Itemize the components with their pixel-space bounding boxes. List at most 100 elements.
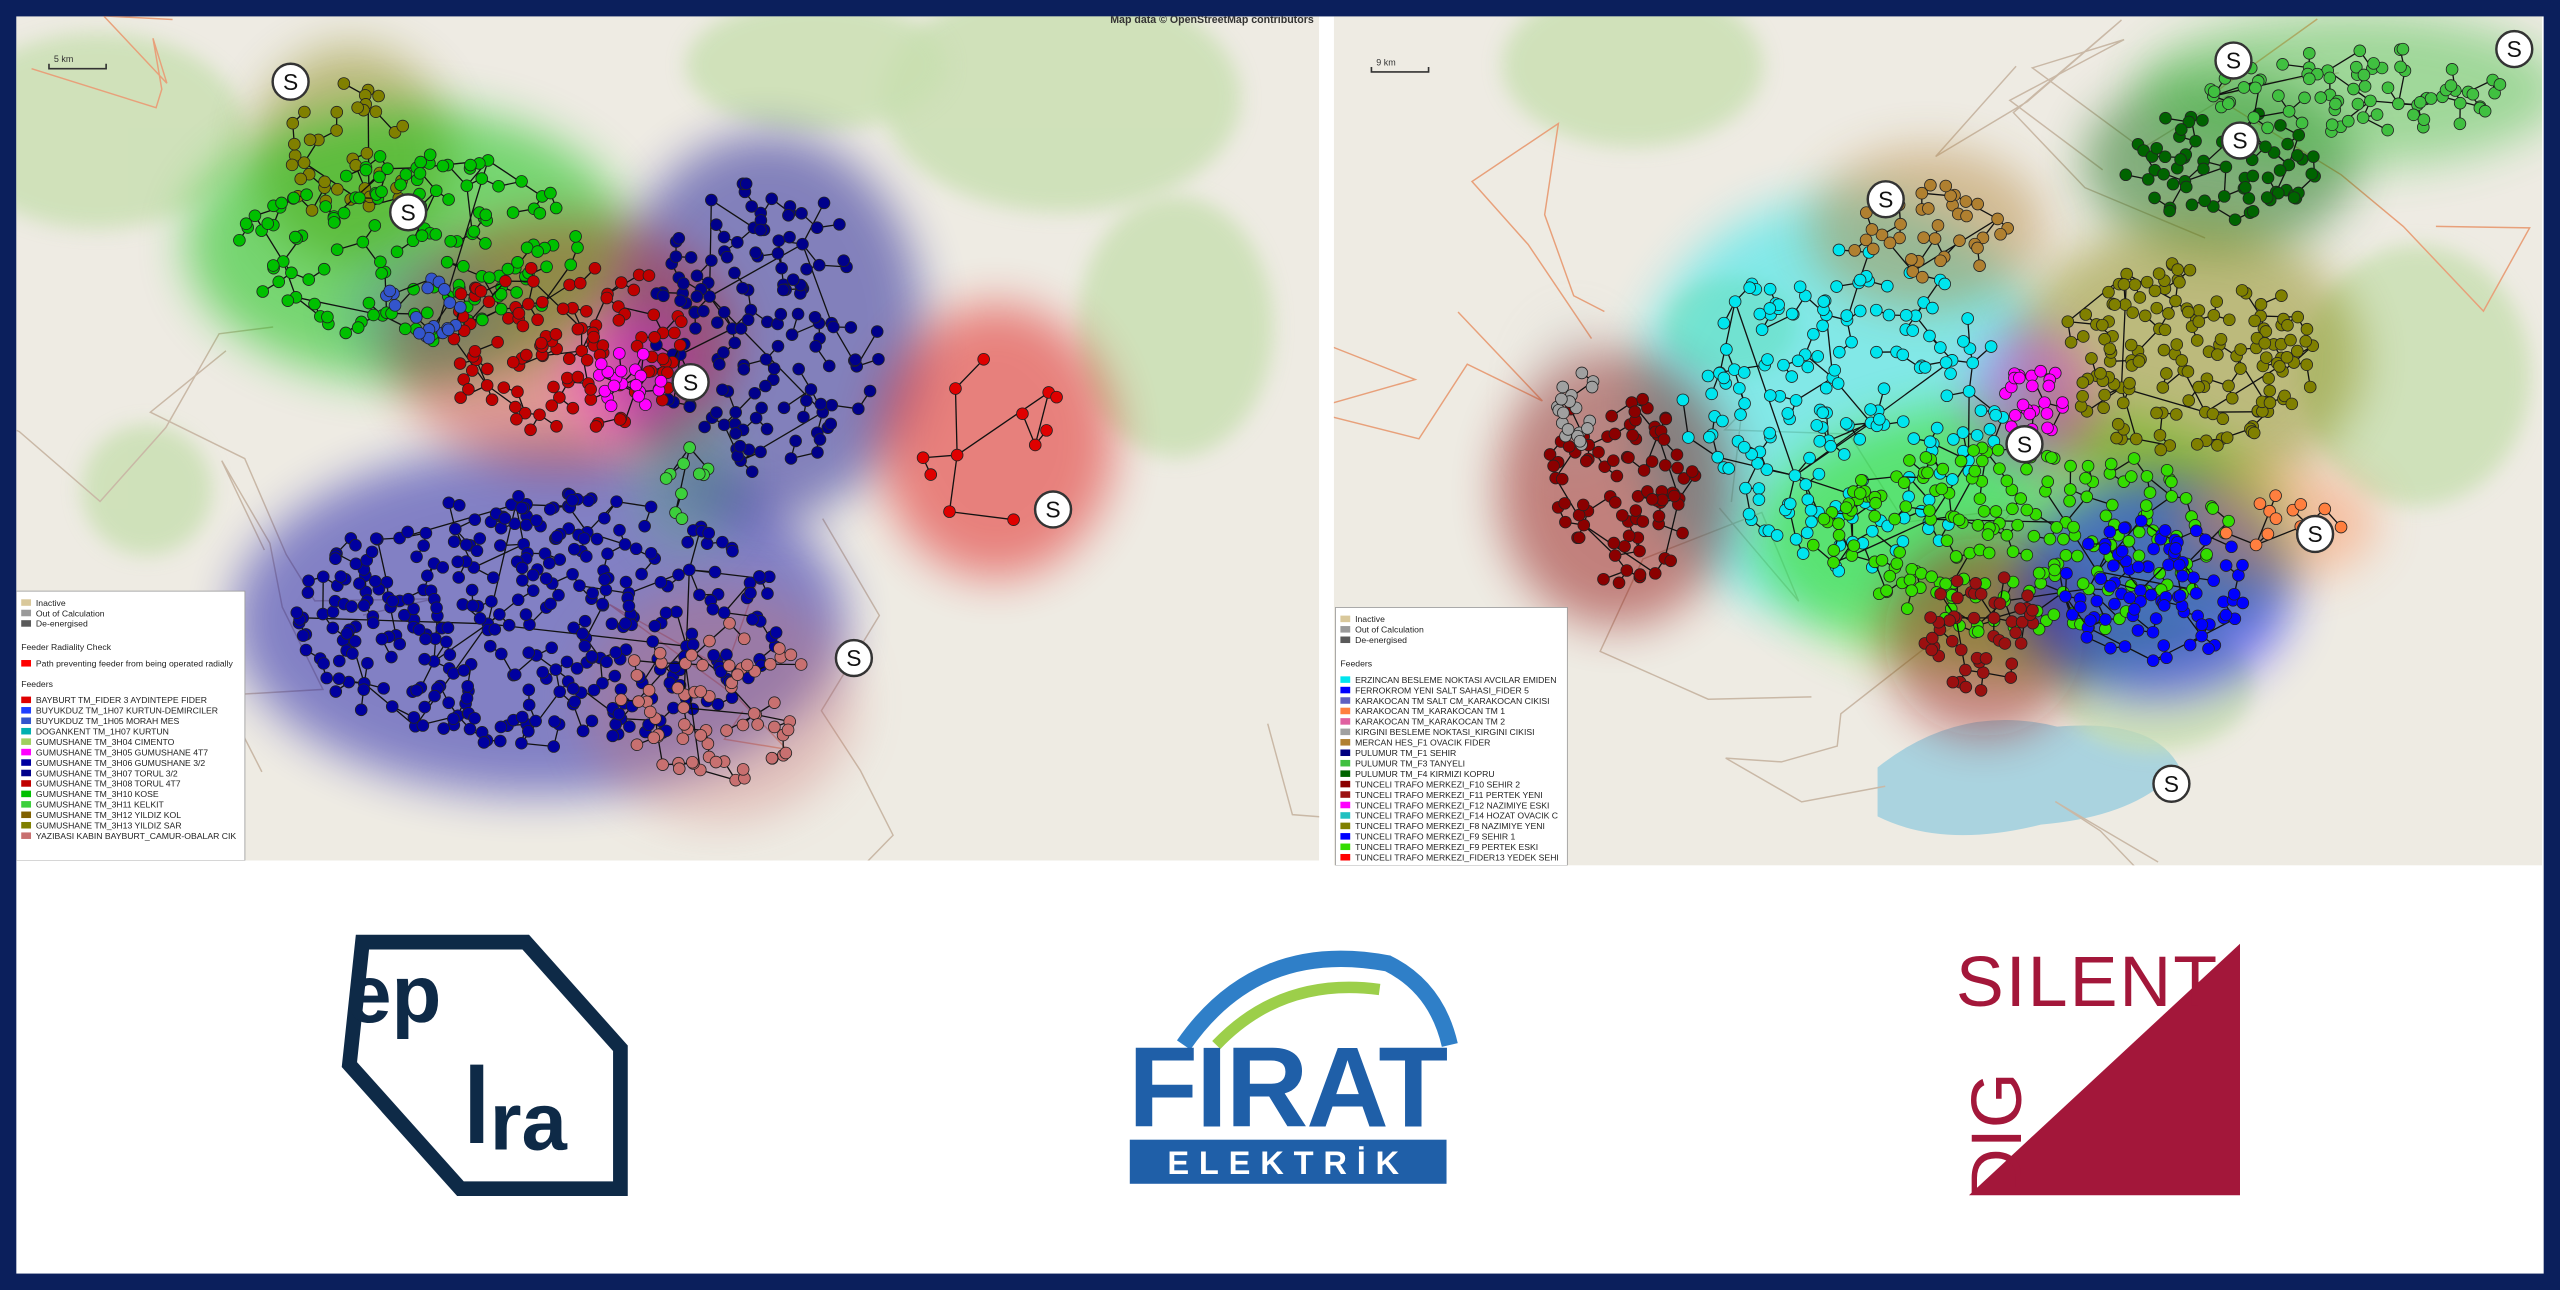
network-node	[329, 685, 343, 698]
network-node	[1622, 529, 1636, 543]
attribution: Map data © OpenStreetMap contributors	[1110, 14, 1314, 26]
network-node	[339, 169, 353, 183]
network-node	[1946, 675, 1960, 689]
network-line	[532, 280, 582, 329]
network-node	[473, 612, 487, 625]
network-node	[1959, 663, 1972, 677]
network-node	[1752, 493, 1766, 506]
network-node	[683, 400, 697, 413]
network-node	[717, 606, 731, 619]
network-node	[1923, 504, 1936, 517]
network-node	[709, 755, 723, 769]
network-node	[588, 261, 602, 275]
network-node	[2104, 641, 2117, 655]
legend-swatch	[21, 609, 32, 617]
network-node	[2190, 334, 2204, 347]
network-node	[407, 602, 420, 616]
network-node	[2045, 451, 2058, 464]
station-marker	[2214, 41, 2253, 80]
network-node	[1810, 419, 1824, 432]
network-node	[440, 635, 453, 649]
network-node	[1739, 481, 1752, 495]
network-node	[1783, 497, 1797, 511]
network-node	[2034, 364, 2047, 378]
network-node	[2079, 308, 2093, 321]
network-node	[833, 218, 846, 231]
network-node	[781, 723, 795, 737]
network-node	[2099, 509, 2113, 523]
network-node	[2021, 589, 2034, 602]
network-node	[547, 740, 561, 753]
network-node	[2128, 603, 2141, 616]
network-node	[775, 261, 788, 275]
network-node	[2000, 474, 2014, 488]
network-node	[534, 336, 548, 350]
network-node	[2267, 146, 2281, 159]
network-node	[460, 691, 474, 705]
network-node	[736, 763, 750, 776]
network-node	[657, 289, 670, 303]
network-node	[1896, 535, 1910, 548]
network-node	[493, 734, 507, 748]
network-node	[2150, 141, 2163, 155]
network-node	[531, 313, 544, 327]
network-node	[812, 258, 826, 272]
network-node	[1671, 461, 1684, 475]
legend-swatch	[1340, 801, 1351, 809]
network-node	[1923, 329, 1936, 343]
legend-swatch	[1340, 770, 1351, 777]
station-label: S	[2017, 431, 2032, 457]
network-node	[609, 646, 623, 659]
network-node	[642, 269, 656, 282]
network-node	[1899, 308, 1913, 322]
network-node	[2195, 629, 2208, 643]
network-node	[613, 347, 626, 360]
network-node	[1789, 532, 1803, 546]
network-node	[1558, 497, 1571, 510]
network-node	[332, 654, 346, 668]
network-node	[769, 626, 783, 639]
station-marker	[2152, 764, 2191, 803]
network-node	[540, 260, 553, 274]
network-node	[1936, 462, 1950, 476]
network-node	[1827, 544, 1841, 557]
network-node	[677, 277, 690, 290]
network-node	[698, 420, 711, 434]
network-node	[1971, 519, 1985, 532]
network-node	[745, 465, 759, 479]
network-node	[2057, 532, 2070, 546]
network-line	[473, 543, 524, 569]
network-node	[416, 719, 430, 732]
network-line	[683, 707, 756, 716]
legend-swatch	[1340, 676, 1351, 683]
network-node	[508, 517, 522, 531]
network-node	[2149, 612, 2163, 625]
network-node	[717, 305, 731, 319]
network-node	[421, 281, 434, 295]
network-node	[386, 594, 399, 608]
network-node	[547, 380, 560, 394]
network-node	[679, 657, 692, 670]
network-node	[1817, 295, 1831, 308]
network-node	[414, 155, 427, 169]
network-node	[1869, 496, 1882, 510]
network-node	[2098, 542, 2112, 555]
network-node	[811, 446, 824, 459]
network-node	[2222, 379, 2235, 393]
legend-swatch	[1340, 707, 1351, 715]
network-node	[492, 179, 505, 193]
network-node	[739, 177, 753, 191]
network-node	[2314, 91, 2328, 104]
network-node	[552, 588, 565, 602]
network-node	[569, 230, 582, 243]
network-node	[596, 597, 609, 611]
network-node	[576, 724, 590, 738]
network-node	[672, 568, 685, 582]
network-node	[2011, 518, 2024, 532]
network-node	[2269, 489, 2282, 502]
network-node	[440, 255, 454, 269]
network-node	[412, 623, 426, 636]
network-node	[417, 539, 430, 552]
legend-label: TUNCELI TRAFO MERKEZI_F8 NAZIMIYE YENI	[1355, 821, 1545, 831]
network-node	[1994, 227, 2007, 241]
